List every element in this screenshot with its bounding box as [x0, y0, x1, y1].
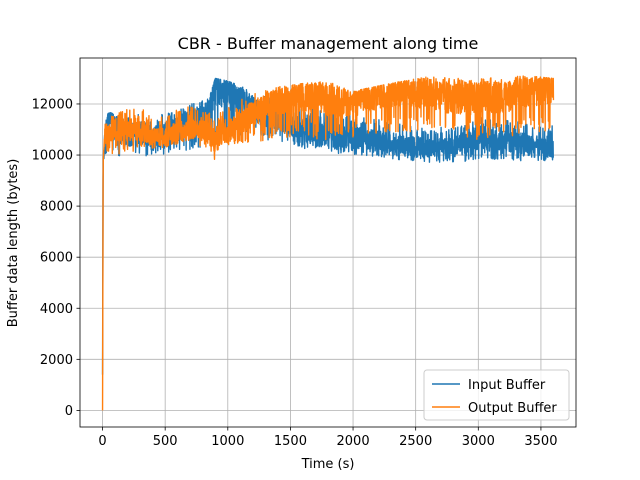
y-tick-label: 10000 — [32, 149, 73, 164]
y-axis-title: Buffer data length (bytes) — [6, 159, 21, 328]
x-tick-label: 1000 — [211, 434, 244, 449]
x-tick-label: 3000 — [462, 434, 495, 449]
y-axis: 0 2000 4000 6000 8000 10000 12000 — [32, 97, 80, 419]
x-axis-title: Time (s) — [301, 457, 355, 472]
x-axis: 0 500 1000 1500 2000 2500 3000 3500 — [98, 427, 557, 449]
x-tick-label: 2000 — [337, 434, 370, 449]
y-tick-label: 6000 — [40, 251, 73, 266]
x-tick-label: 0 — [98, 434, 106, 449]
legend-box — [423, 369, 570, 421]
x-tick-label: 500 — [153, 434, 178, 449]
series-layer — [101, 75, 555, 411]
legend-label-input-buffer: Input Buffer — [468, 378, 546, 393]
series-line-output-buffer — [101, 75, 555, 411]
x-tick-label: 2500 — [399, 434, 432, 449]
x-tick-label: 1500 — [274, 434, 307, 449]
legend-label-output-buffer: Output Buffer — [468, 401, 557, 416]
x-tick-label: 3500 — [524, 434, 557, 449]
y-tick-label: 12000 — [32, 97, 73, 112]
y-tick-label: 2000 — [40, 353, 73, 368]
y-tick-label: 8000 — [40, 200, 73, 215]
chart-title: CBR - Buffer management along time — [178, 34, 479, 53]
y-tick-label: 4000 — [40, 302, 73, 317]
y-tick-label: 0 — [65, 404, 73, 419]
plot-frame — [79, 57, 577, 428]
legend: Input Buffer Output Buffer — [423, 369, 570, 421]
